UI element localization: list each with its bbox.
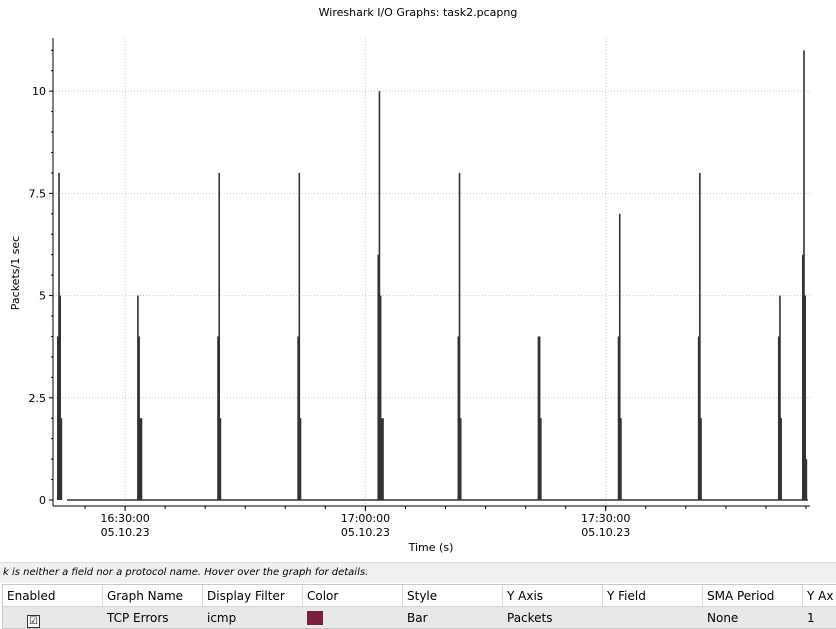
y-field-cell[interactable] <box>603 607 703 628</box>
x-axis-label: Time (s) <box>408 541 454 554</box>
bar <box>777 336 780 500</box>
bar <box>59 295 62 500</box>
bar <box>378 91 381 500</box>
io-graph-plot[interactable]: Wireshark I/O Graphs: task2.pcapng 0 2.5 5… <box>0 0 836 562</box>
bar <box>457 336 460 500</box>
status-hint: k is neither a field nor a protocol name… <box>0 562 836 583</box>
bar <box>805 459 808 500</box>
bar <box>801 254 804 500</box>
bar <box>804 295 806 500</box>
bar <box>538 336 541 500</box>
bar <box>219 418 222 500</box>
bar <box>697 336 700 500</box>
column-header-style[interactable]: Style <box>403 585 503 607</box>
x-tick-date-label: 05.10.23 <box>101 526 150 539</box>
x-tick-label: 17:00:00 <box>341 512 390 525</box>
bar <box>140 418 143 500</box>
x-tick-label: 17:30:00 <box>581 512 630 525</box>
bar <box>60 418 63 500</box>
axes <box>49 38 810 511</box>
y-tick-label: 0 <box>39 494 46 507</box>
chart-title: Wireshark I/O Graphs: task2.pcapng <box>319 6 518 19</box>
y-tick-labels: 0 2.5 5 7.5 10 <box>29 85 47 507</box>
bar <box>617 336 620 500</box>
column-header-y-field[interactable]: Y Field <box>603 585 703 607</box>
bar <box>377 254 380 500</box>
y-tick-label: 5 <box>39 290 46 303</box>
bar <box>699 172 701 500</box>
bar <box>57 336 59 500</box>
column-header-y-axis-factor[interactable]: Y Ax <box>803 585 836 607</box>
x-tick-label: 16:30:00 <box>100 512 149 525</box>
column-header-display-filter[interactable]: Display Filter <box>203 585 303 607</box>
table-row[interactable]: ☑ TCP Errors icmp Bar Packets None 1 <box>3 607 836 628</box>
bar <box>381 418 383 500</box>
bar <box>379 295 382 500</box>
y-tick-label: 2.5 <box>29 392 47 405</box>
display-filter-cell[interactable]: icmp <box>207 611 237 625</box>
column-header-graph-name[interactable]: Graph Name <box>103 585 203 607</box>
bar <box>803 50 805 500</box>
y-axis-label: Packets/1 sec <box>9 236 22 310</box>
bar <box>298 172 301 500</box>
grid-lines <box>53 38 810 506</box>
bar <box>779 295 781 500</box>
column-header-y-axis[interactable]: Y Axis <box>503 585 603 607</box>
bar <box>620 418 622 500</box>
x-tick-date-label: 05.10.23 <box>581 526 630 539</box>
bar <box>137 295 139 500</box>
bar-series <box>57 50 808 501</box>
y-tick-label: 10 <box>32 85 46 98</box>
style-cell[interactable]: Bar <box>407 611 428 625</box>
bar <box>58 172 60 500</box>
x-tick-labels: 16:30:0005.10.2317:00:0005.10.2317:30:00… <box>100 512 630 539</box>
column-header-enabled[interactable]: Enabled <box>3 585 103 607</box>
enabled-checkbox[interactable]: ☑ <box>27 615 40 628</box>
y-axis-cell[interactable]: Packets <box>507 611 553 625</box>
bar <box>138 336 140 500</box>
bar <box>297 336 299 500</box>
bar <box>780 418 782 500</box>
bar <box>537 336 540 500</box>
graph-name-cell[interactable]: TCP Errors <box>107 611 169 625</box>
x-tick-date-label: 05.10.23 <box>341 526 390 539</box>
y-axis-factor-cell[interactable]: 1 <box>807 611 815 625</box>
enabled-cell[interactable]: ☑ <box>3 607 103 628</box>
color-cell[interactable] <box>303 607 403 628</box>
sma-period-cell[interactable]: None <box>707 611 739 625</box>
bar <box>458 172 461 500</box>
io-graph-chart[interactable]: Wireshark I/O Graphs: task2.pcapng 0 2.5 5… <box>0 0 836 562</box>
y-tick-label: 7.5 <box>29 187 47 200</box>
bar <box>382 418 384 500</box>
column-header-color[interactable]: Color <box>303 585 403 607</box>
color-swatch[interactable] <box>307 611 323 625</box>
column-header-sma-period[interactable]: SMA Period <box>703 585 803 607</box>
bar <box>459 418 462 500</box>
bar <box>540 418 542 500</box>
bar <box>139 418 142 500</box>
graph-table[interactable]: Enabled Graph Name Display Filter Color … <box>2 584 836 629</box>
bar <box>218 172 221 500</box>
bar <box>217 336 219 500</box>
bar <box>299 418 302 500</box>
bar <box>700 418 702 500</box>
bar <box>618 213 621 501</box>
table-header: Enabled Graph Name Display Filter Color … <box>3 585 836 607</box>
